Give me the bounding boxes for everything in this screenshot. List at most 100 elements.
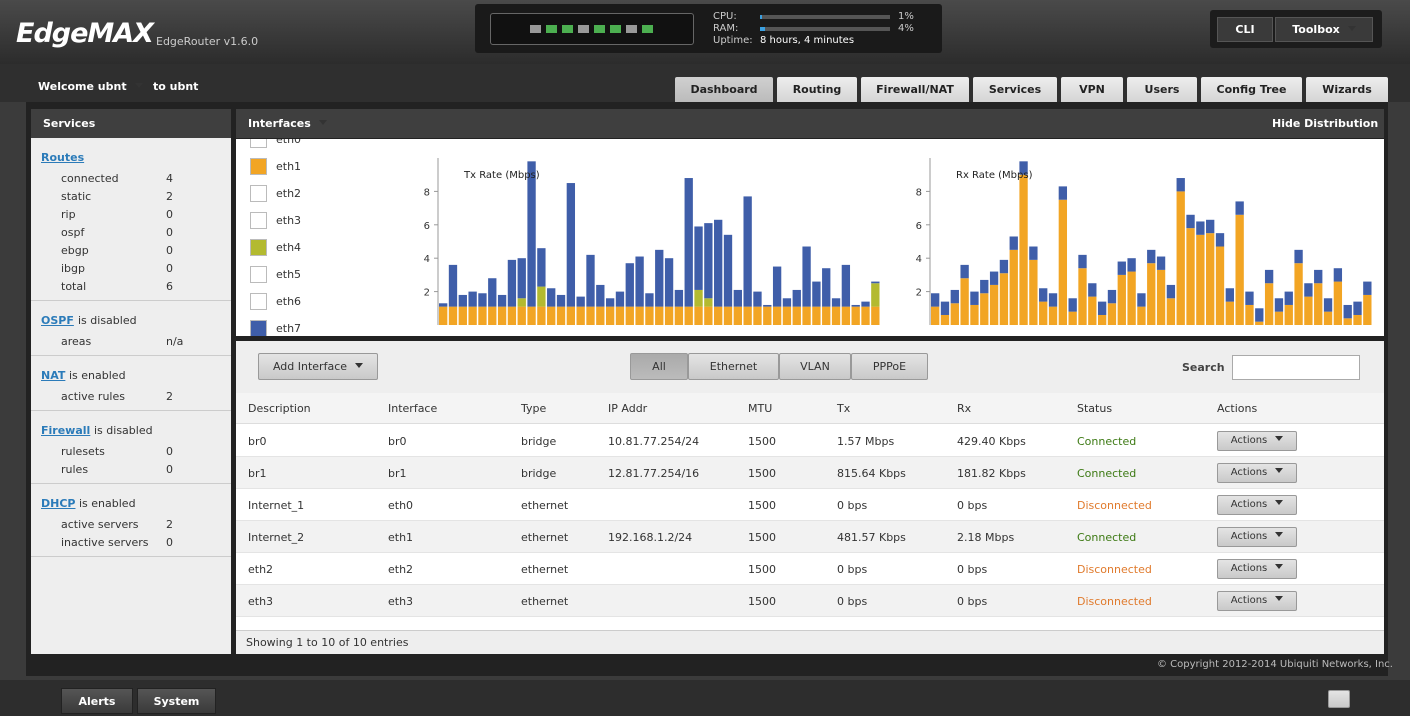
distribution-charts: 2 4 6 8 Tx Rate (Mbps) 2 4 6 8 Rx Rate (Mbps) xyxy=(424,158,1372,325)
divider xyxy=(31,355,231,356)
actions-button[interactable]: Actions xyxy=(1217,463,1297,483)
actions-button[interactable]: Actions xyxy=(1217,527,1297,547)
bar-segment xyxy=(851,306,860,325)
bar-segment xyxy=(497,306,507,325)
section-link[interactable]: Routes xyxy=(41,151,85,164)
actions-button[interactable]: Actions xyxy=(1217,591,1297,611)
nav-tab[interactable]: Users xyxy=(1127,77,1197,102)
bar-segment xyxy=(1215,233,1225,247)
bar-segment xyxy=(851,304,860,307)
filter-button[interactable]: All xyxy=(630,353,688,380)
cell: bridge xyxy=(521,467,557,480)
column-header[interactable]: MTU xyxy=(748,402,773,415)
section-status: is enabled xyxy=(79,497,136,510)
cell: 181.82 Kbps xyxy=(957,467,1026,480)
bar-segment xyxy=(586,306,595,325)
bar-segment xyxy=(1245,291,1254,305)
search-input[interactable] xyxy=(1232,355,1360,380)
bar-segment xyxy=(537,286,546,307)
nav-tab[interactable]: Firewall/NAT xyxy=(861,77,969,102)
nav-tab[interactable]: Routing xyxy=(777,77,857,102)
nav-tab[interactable]: Services xyxy=(973,77,1057,102)
logo: EdgeMAX xyxy=(16,18,154,49)
actions-button[interactable]: Actions xyxy=(1217,495,1297,515)
stat-label: Uptime: xyxy=(713,35,753,46)
section-link[interactable]: Firewall xyxy=(41,424,91,437)
section-link[interactable]: OSPF xyxy=(41,314,74,327)
cell: Disconnected xyxy=(1077,563,1152,576)
bar-segment xyxy=(931,306,940,325)
sidebar-title: Services xyxy=(43,117,96,130)
cell: eth3 xyxy=(248,595,274,608)
filter-button[interactable]: Ethernet xyxy=(688,353,779,380)
bar-segment xyxy=(812,281,821,307)
bar-segment xyxy=(733,306,742,325)
legend-swatch xyxy=(250,293,267,310)
bar-segment xyxy=(733,289,742,307)
actions-button[interactable]: Actions xyxy=(1217,559,1297,579)
cell: eth2 xyxy=(248,563,274,576)
cell: eth3 xyxy=(388,595,414,608)
cell: ethernet xyxy=(521,595,569,608)
cell: 0 bps xyxy=(837,499,868,512)
actions-button[interactable]: Actions xyxy=(1217,431,1297,451)
welcome[interactable]: Welcome ubnt xyxy=(38,80,143,93)
legend-swatch xyxy=(250,185,267,202)
service-label: connected xyxy=(61,172,119,185)
cell: eth2 xyxy=(388,563,414,576)
bar-segment xyxy=(1058,186,1068,200)
service-value: 0 xyxy=(166,226,173,239)
toggle-distribution[interactable]: Hide Distribution xyxy=(1272,117,1379,130)
service-value: 0 xyxy=(166,463,173,476)
bar-segment xyxy=(763,304,772,307)
interfaces-title[interactable]: Interfaces xyxy=(248,117,327,130)
nav-tab[interactable]: Wizards xyxy=(1306,77,1388,102)
filter-button[interactable]: VLAN xyxy=(779,353,851,380)
column-header[interactable]: Tx xyxy=(837,402,851,415)
cell: Internet_2 xyxy=(248,531,305,544)
bar-segment xyxy=(704,306,713,325)
bar-segment xyxy=(999,273,1009,325)
bar-segment xyxy=(478,293,487,307)
stat-value: 4% xyxy=(898,23,914,34)
service-label: active rules xyxy=(61,390,125,403)
bar-segment xyxy=(999,259,1009,274)
header-button[interactable]: Toolbox xyxy=(1275,17,1373,42)
bar-segment xyxy=(960,264,969,279)
nav-tab[interactable]: VPN xyxy=(1061,77,1123,102)
bar-segment xyxy=(537,306,546,325)
nav-tab[interactable]: Dashboard xyxy=(675,77,773,102)
bar-segment xyxy=(596,284,605,307)
service-value: 6 xyxy=(166,280,173,293)
service-value: 4 xyxy=(166,172,173,185)
header-button[interactable]: CLI xyxy=(1217,17,1273,42)
bar-segment xyxy=(468,306,477,325)
chart-title: Tx Rate (Mbps) xyxy=(463,170,540,181)
column-header[interactable]: Description xyxy=(248,402,311,415)
cell: 0 bps xyxy=(957,563,988,576)
expand-button[interactable] xyxy=(1328,690,1350,708)
section-link[interactable]: DHCP xyxy=(41,497,76,510)
column-header[interactable]: Interface xyxy=(388,402,438,415)
section-status: is enabled xyxy=(69,369,126,382)
bar-segment xyxy=(772,266,782,307)
table-row xyxy=(236,521,1384,553)
add-interface-button[interactable]: Add Interface xyxy=(258,353,378,380)
column-header[interactable]: Actions xyxy=(1217,402,1258,415)
column-header[interactable]: Rx xyxy=(957,402,972,415)
filter-button[interactable]: PPPoE xyxy=(851,353,928,380)
nav-tab[interactable]: Config Tree xyxy=(1201,77,1302,102)
column-header[interactable]: IP Addr xyxy=(608,402,648,415)
bar-segment xyxy=(1078,268,1087,325)
column-header[interactable]: Status xyxy=(1077,402,1113,415)
bottom-tab[interactable]: Alerts xyxy=(61,688,133,714)
section-link[interactable]: NAT xyxy=(41,369,66,382)
model: EdgeRouter v1.6.0 xyxy=(156,35,259,48)
bar-segment xyxy=(448,264,458,307)
column-header[interactable]: Type xyxy=(521,402,547,415)
bottom-tab[interactable]: System xyxy=(137,688,216,714)
legend-label: eth2 xyxy=(276,187,302,200)
cell: 0 bps xyxy=(957,499,988,512)
bar-segment xyxy=(694,289,703,307)
cell: 192.168.1.2/24 xyxy=(608,531,693,544)
